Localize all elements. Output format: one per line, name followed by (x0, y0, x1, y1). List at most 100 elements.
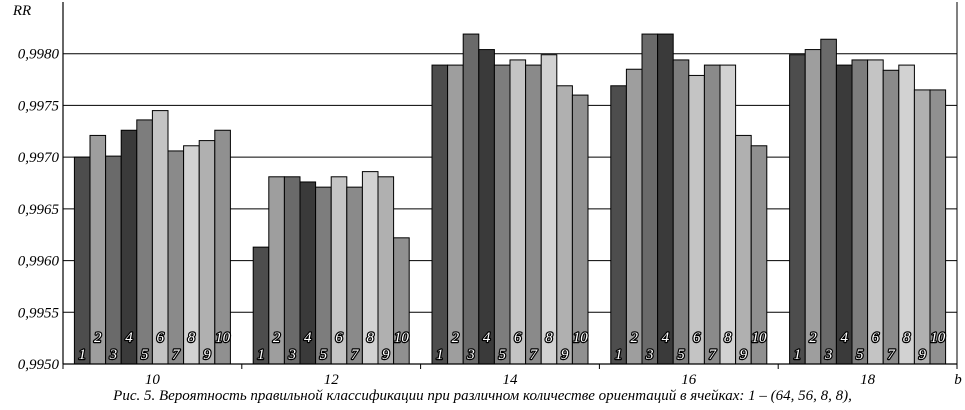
y-axis-label: RR (12, 3, 31, 19)
bar-series-label: 3 (109, 347, 118, 363)
bar-chart: 1234567891012345678910123456789101234567… (12, 2, 962, 388)
bar-series-label: 7 (708, 347, 717, 363)
y-tick-labels: 0,9950 0,9955 0,9960 0,9965 0,9970 0,9975 0,99… (18, 47, 60, 373)
bar-series-label: 5 (856, 347, 864, 363)
bar-series-label: 3 (645, 347, 654, 363)
bar-series-label: 5 (320, 347, 328, 363)
bar (556, 85, 573, 365)
bar (571, 94, 589, 365)
y-tick-label: 0,9960 (18, 254, 60, 270)
bar-series-label: 6 (514, 330, 522, 346)
figure-caption: Рис. 5. Вероятность правильной классифик… (113, 388, 852, 404)
y-tick-label: 0,9955 (18, 305, 60, 321)
x-tick-label: 12 (324, 372, 340, 388)
bar-series-label: 1 (794, 347, 802, 363)
bar (672, 59, 690, 365)
bar (151, 110, 169, 365)
bar-series-label: 7 (172, 347, 181, 363)
bar (525, 64, 542, 365)
plot-frame (62, 2, 958, 369)
bar (214, 129, 231, 365)
bar-series-label: 7 (530, 347, 539, 363)
bar (73, 156, 91, 365)
bar-series-label: 5 (141, 347, 149, 363)
bar-series-label: 8 (545, 330, 553, 346)
bar-series-label: 4 (483, 330, 491, 346)
bar-series-label: 2 (452, 330, 460, 346)
bar (641, 33, 659, 365)
bar (882, 69, 900, 365)
bar-series-label: 1 (436, 347, 444, 363)
bar-series-label: 7 (887, 347, 896, 363)
bar (851, 59, 869, 365)
bar-series-label: 9 (561, 347, 569, 363)
bar (198, 140, 216, 365)
bar-series-label: 3 (466, 347, 475, 363)
bar (913, 89, 931, 365)
bar (804, 49, 822, 365)
bar-series-label: 10 (215, 330, 231, 346)
bar-series-label: 3 (824, 347, 833, 363)
bar (735, 134, 752, 365)
bar (509, 59, 527, 365)
bar (478, 49, 495, 365)
bar-series-label: 4 (662, 330, 670, 346)
x-tick-labels: 10 12 14 16 18 (145, 372, 876, 388)
y-tick-label: 0,9965 (18, 202, 60, 218)
bar (493, 64, 511, 365)
bar-labels: 1234567891012345678910123456789101234567… (77, 329, 947, 364)
y-tick-label: 0,9970 (18, 150, 60, 166)
bar-series-label: 2 (273, 330, 281, 346)
bar (688, 74, 705, 365)
bar-series-label: 7 (351, 347, 360, 363)
bar-series-label: 9 (382, 347, 390, 363)
y-tick-label: 0,9975 (18, 98, 60, 114)
bar-series-label: 8 (188, 330, 196, 346)
bar (431, 64, 449, 365)
bar (657, 33, 674, 365)
bar (377, 176, 395, 365)
x-tick-label: 14 (503, 372, 519, 388)
bar (719, 64, 737, 365)
bar (315, 186, 332, 365)
bar-series-label: 4 (125, 330, 133, 346)
bar-series-label: 10 (930, 330, 946, 346)
bar-series-label: 5 (677, 347, 685, 363)
bar (898, 64, 915, 365)
bar (540, 54, 558, 365)
bar (820, 38, 837, 365)
bar-series-label: 6 (335, 330, 343, 346)
bar-series-label: 2 (630, 330, 638, 346)
bar (835, 64, 853, 365)
bar-series-label: 1 (615, 347, 623, 363)
bar-series-label: 5 (498, 347, 506, 363)
bar (346, 186, 363, 365)
x-tick-label: 10 (145, 372, 161, 388)
bar (136, 119, 153, 365)
bar-series-label: 6 (156, 330, 164, 346)
bar-series-label: 10 (752, 330, 768, 346)
bar-series-label: 10 (573, 330, 589, 346)
bar-series-label: 4 (304, 330, 312, 346)
bar (625, 68, 643, 365)
bar-series-label: 8 (366, 330, 374, 346)
bars (73, 33, 947, 365)
bar-series-label: 3 (287, 347, 296, 363)
bar (462, 33, 480, 365)
bar-series-label: 6 (872, 330, 880, 346)
bar (867, 59, 884, 365)
bar (120, 129, 138, 365)
bar (703, 64, 721, 365)
bar-series-label: 10 (394, 330, 410, 346)
bar-series-label: 2 (94, 330, 102, 346)
bar-series-label: 6 (693, 330, 701, 346)
bar-series-label: 9 (203, 347, 211, 363)
x-tick-label: 18 (860, 372, 876, 388)
bar (105, 155, 122, 365)
bar-series-label: 9 (740, 347, 748, 363)
bar-series-label: 8 (903, 330, 911, 346)
bar (447, 64, 464, 365)
bar (929, 89, 947, 365)
bar-series-label: 9 (918, 347, 926, 363)
y-tick-label: 0,9950 (18, 357, 60, 373)
